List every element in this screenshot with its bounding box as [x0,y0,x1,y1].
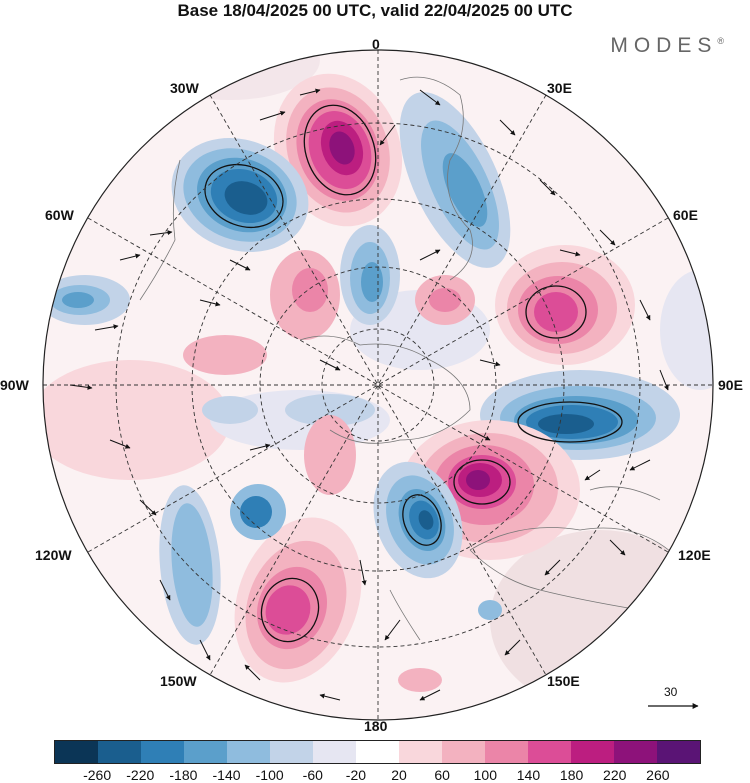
anomaly-center [273,73,403,227]
lon-label-180: 180 [364,718,388,734]
colorbar-segment [141,741,184,763]
anomaly-center [43,275,130,325]
colorbar-segment [485,741,528,763]
colorbar-segment [184,741,227,763]
colorbar-segment [313,741,356,763]
anomaly-center [495,245,635,365]
lon-label-90w: 90W [0,377,29,393]
lon-label-120w: 120W [35,547,72,563]
colorbar-tick-label: 140 [516,767,541,783]
colorbar-tick-label: -220 [126,767,155,783]
lon-label-120e: 120E [678,547,711,563]
colorbar-segment [227,741,270,763]
lon-label-30w: 30W [170,80,199,96]
wind-scale-value: 30 [664,685,678,699]
colorbar-segment [356,741,399,763]
lon-label-0: 0 [372,36,380,52]
colorbar-tick-label: -20 [345,767,367,783]
wind-arrows [69,88,669,701]
colorbar-tick-label: -260 [83,767,112,783]
modes-logo: MODES® [610,34,724,57]
colorbar-segment [55,741,98,763]
map-title: Base 18/04/2025 00 UTC, valid 22/04/2025… [177,1,573,20]
colorbar-segment [399,741,442,763]
colorbar-segment [657,741,700,763]
colorbar-segment [270,741,313,763]
colorbar-segment [442,741,485,763]
colorbar-segment [571,741,614,763]
colorbar-tick-label: 20 [391,767,407,783]
colorbar-tick-label: 60 [434,767,450,783]
anomaly-center [171,138,309,252]
colorbar-segment [528,741,571,763]
anomaly-center [234,517,362,683]
lon-label-150w: 150W [160,673,197,689]
colorbar-tick-label: 220 [603,767,627,783]
anomaly-center [340,225,400,325]
lon-label-150e: 150E [547,673,580,689]
colorbar [54,740,701,764]
map-border [42,49,714,721]
colorbar-tick-label: -140 [212,767,241,783]
lon-label-60e: 60E [673,207,698,223]
lon-label-30e: 30E [547,80,572,96]
colorbar-segment [614,741,657,763]
colorbar-tick-label: 260 [646,767,670,783]
anomaly-center [399,92,511,268]
colorbar-tick-label: -60 [302,767,323,783]
colorbar-tick-label: 100 [473,767,498,783]
colorbar-segment [98,741,141,763]
colorbar-tick-label: -100 [255,767,284,783]
colorbar-ticks: -260 -220 -180 -140 -100 -60 -20 20 60 100 140 180 2… [54,767,701,783]
lon-label-60w: 60W [45,207,74,223]
anomaly-center [159,484,286,645]
lon-label-90e: 90E [718,377,743,393]
colorbar-tick-label: 180 [559,767,584,783]
colorbar-tick-label: -180 [169,767,198,783]
